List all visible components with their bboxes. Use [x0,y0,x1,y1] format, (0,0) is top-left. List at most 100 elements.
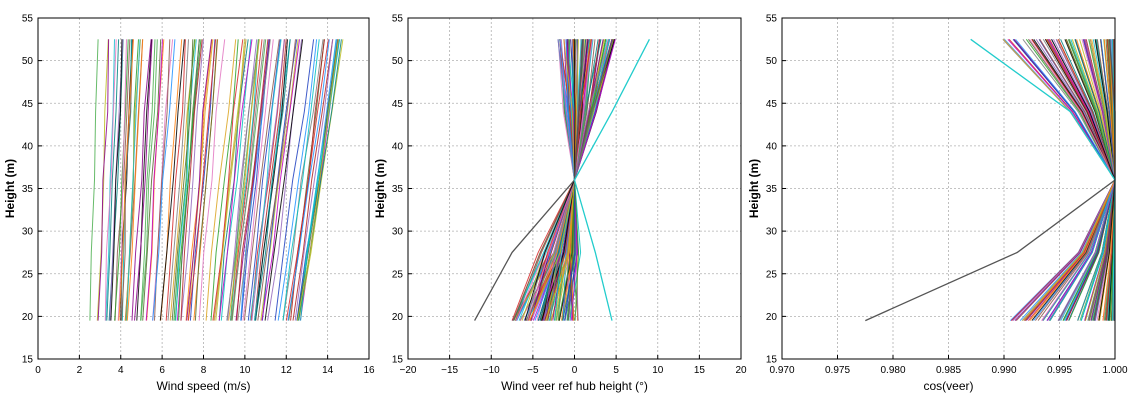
profile-line [180,39,203,321]
profile-line [261,39,300,321]
x-axis-label: Wind speed (m/s) [156,379,250,393]
y-tick-label: 30 [766,227,778,238]
x-tick-label: 0.990 [991,365,1016,376]
profile-line [292,39,334,321]
y-axis-label: Height (m) [373,159,387,218]
y-tick-label: 25 [22,269,34,280]
y-tick-label: 25 [392,269,404,280]
x-tick-label: 2 [77,365,83,376]
x-tick-label: −15 [441,365,458,376]
x-tick-label: −20 [400,365,417,376]
profile-line [515,39,576,321]
profile-line [126,39,144,321]
profile-line [187,39,217,321]
y-tick-label: 20 [766,312,778,323]
profile-line [298,39,344,321]
profile-line [178,39,200,321]
x-tick-label: −5 [527,365,539,376]
profile-line [227,39,258,321]
y-tick-label: 25 [766,269,778,280]
profile-line [215,39,245,321]
x-tick-label: 20 [735,365,747,376]
profile-line [277,39,318,321]
profile-line [117,39,127,321]
y-axis-label: Height (m) [3,159,17,218]
x-tick-label: 12 [281,365,293,376]
profile-line [96,39,109,321]
x-tick-label: 10 [239,365,251,376]
profile-line [152,39,176,321]
x-tick-label: 0.995 [1047,365,1072,376]
x-tick-label: 0.975 [825,365,850,376]
y-tick-label: 45 [766,99,778,110]
profile-line [136,39,153,321]
profile-line [247,39,281,321]
profile-line [274,39,315,321]
y-tick-label: 35 [22,184,34,195]
profile-line [282,39,324,321]
profile-line [242,39,274,321]
profile-line [114,39,131,321]
chart-panel-3: 0.970 0.975 0.980 0.985 0.990 0.995 1.000 15 20 2… [747,14,1128,394]
x-tick-label: 1.000 [1102,365,1127,376]
y-tick-label: 20 [392,312,404,323]
y-tick-label: 35 [392,184,404,195]
profile-line [235,39,270,321]
profile-line [212,39,244,321]
profile-line [205,39,237,321]
profile-line [140,39,156,321]
y-tick-label: 30 [392,227,404,238]
x-tick-label: 0.970 [769,365,794,376]
x-tick-label: 16 [363,365,375,376]
profile-line [114,39,129,321]
profile-line [236,39,269,321]
x-tick-label: 4 [118,365,124,376]
profile-line [220,39,252,321]
x-axis-label: Wind veer ref hub height (°) [501,379,648,393]
profile-line [255,39,288,321]
y-tick-label: 45 [392,99,404,110]
y-tick-label: 30 [22,227,34,238]
profile-line [300,39,341,321]
y-tick-label: 15 [392,355,404,366]
profile-line [186,39,212,321]
profile-line [249,39,282,321]
profile-line [264,39,304,321]
y-axis-label: Height (m) [747,159,761,218]
profile-line [226,39,260,321]
profile-line [173,39,196,321]
chart-panel-1: 0 2 4 6 8 10 12 14 16 15 20 25 30 35 40 45 50 55 Wind spee… [3,14,375,394]
y-tick-label: 15 [22,355,34,366]
y-tick-label: 50 [392,56,404,67]
x-tick-label: 0.980 [880,365,905,376]
profile-line [167,39,189,321]
profile-line [243,39,280,321]
profile-line [251,39,285,321]
profile-line [228,39,260,321]
y-tick-label: 40 [22,141,34,152]
y-tick-label: 55 [392,14,404,25]
profile-line [254,39,287,321]
x-tick-label: 0 [572,365,578,376]
y-tick-label: 35 [766,184,778,195]
profile-line [89,39,99,321]
profile-line [180,39,204,321]
y-tick-label: 45 [22,99,34,110]
profile-line [126,39,141,321]
profile-line [165,39,186,321]
profile-line [198,39,226,321]
y-tick-label: 40 [766,141,778,152]
x-tick-label: −10 [483,365,500,376]
x-tick-label: 15 [694,365,706,376]
y-tick-label: 50 [22,56,34,67]
x-tick-label: 0 [35,365,41,376]
profile-line [159,39,185,321]
profile-line [175,39,197,321]
chart-panel-2: −20 −15 −10 −5 0 5 10 15 20 15 20 25 30 35 40 45 50 55 Win… [373,14,747,394]
y-tick-label: 50 [766,56,778,67]
profile-line [131,39,152,321]
x-tick-label: 0.985 [936,365,961,376]
profile-line [194,39,218,321]
profile-line [140,39,158,321]
